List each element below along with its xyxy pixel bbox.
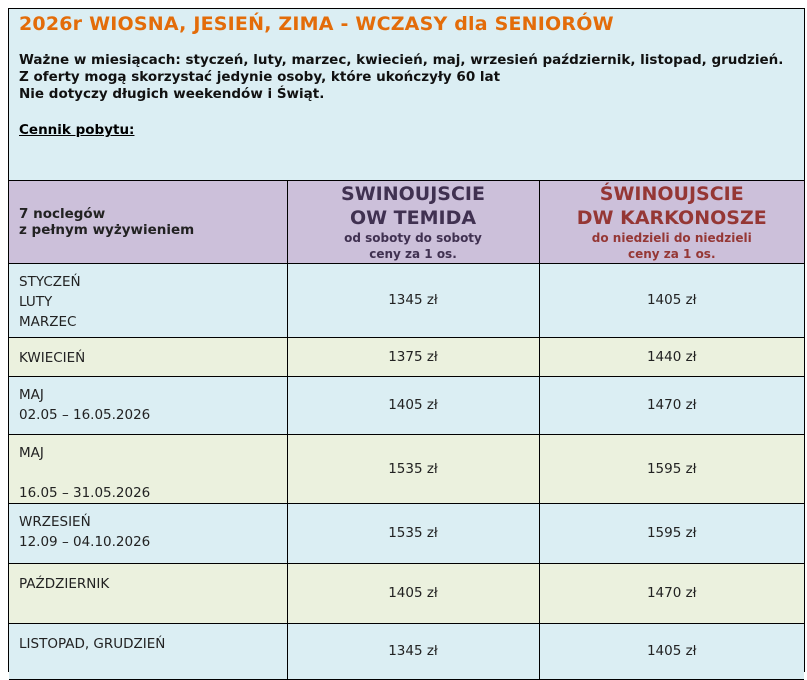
header-price-note: ceny za 1 os.	[627, 246, 716, 261]
header-karkonosze: ŚWINOUJSCIE DW KARKONOSZE do niedzieli d…	[538, 181, 804, 264]
period-line: STYCZEŃ	[19, 273, 81, 290]
price-list-label: Cennik pobytu:	[19, 122, 135, 138]
period-line: WRZESIEŃ	[19, 513, 91, 530]
price-temida: 1405 zł	[286, 562, 540, 624]
period-line: MARZEC	[19, 313, 77, 330]
table-row: PAŹDZIERNIK 1405 zł 1470 zł	[9, 562, 804, 624]
note-exclusions: Nie dotyczy długich weekendów i Świąt.	[19, 86, 325, 102]
table-row: MAJ 02.05 – 16.05.2026 1405 zł 1470 zł	[9, 375, 804, 435]
period-cell: LISTOPAD, GRUDZIEŃ	[9, 622, 288, 680]
price-karkonosze: 1470 zł	[538, 562, 804, 624]
period-cell: MAJ 16.05 – 31.05.2026	[9, 433, 288, 504]
price-karkonosze: 1440 zł	[538, 336, 804, 377]
period-line: LISTOPAD, GRUDZIEŃ	[19, 635, 166, 652]
header-stay-days: do niedzieli do niedzieli	[591, 230, 752, 245]
note-age: Z oferty mogą skorzystać jedynie osoby, …	[19, 69, 501, 85]
table-row: STYCZEŃ LUTY MARZEC 1345 zł 1405 zł	[9, 262, 804, 338]
price-karkonosze: 1595 zł	[538, 433, 804, 504]
header-price-note: ceny za 1 os.	[369, 246, 457, 261]
header-city: SWINOUJSCIE	[341, 182, 485, 205]
price-temida: 1535 zł	[286, 502, 540, 564]
price-karkonosze: 1595 zł	[538, 502, 804, 564]
price-karkonosze: 1405 zł	[538, 622, 804, 680]
price-table: 7 noclegów z pełnym wyżywieniem SWINOUJS…	[9, 181, 804, 680]
table-header: 7 noclegów z pełnym wyżywieniem SWINOUJS…	[9, 181, 804, 264]
table-row: KWIECIEŃ 1375 zł 1440 zł	[9, 336, 804, 377]
period-cell: STYCZEŃ LUTY MARZEC	[9, 262, 288, 338]
table-row: WRZESIEŃ 12.09 – 04.10.2026 1535 zł 1595 zł	[9, 502, 804, 564]
header-label-line: 7 noclegów	[19, 205, 106, 222]
period-line: PAŹDZIERNIK	[19, 575, 110, 592]
page-title: 2026r WIOSNA, JESIEŃ, ZIMA - WCZASY dla …	[19, 13, 614, 35]
period-line: 02.05 – 16.05.2026	[19, 406, 151, 423]
note-months: Ważne w miesiącach: styczeń, luty, marze…	[19, 52, 784, 68]
header-hotel: OW TEMIDA	[349, 206, 477, 229]
notes: Ważne w miesiącach: styczeń, luty, marze…	[19, 52, 794, 103]
price-karkonosze: 1405 zł	[538, 262, 804, 338]
period-line: LUTY	[19, 293, 53, 310]
period-cell: PAŹDZIERNIK	[9, 562, 288, 624]
table-row: LISTOPAD, GRUDZIEŃ 1345 zł 1405 zł	[9, 622, 804, 680]
period-line: KWIECIEŃ	[19, 349, 86, 366]
price-temida: 1535 zł	[286, 433, 540, 504]
period-line: MAJ	[19, 386, 44, 403]
price-temida: 1345 zł	[286, 622, 540, 680]
header-label-line: z pełnym wyżywieniem	[19, 221, 195, 238]
price-temida: 1375 zł	[286, 336, 540, 377]
header-stay-label: 7 noclegów z pełnym wyżywieniem	[9, 181, 288, 264]
period-line: 16.05 – 31.05.2026	[19, 484, 151, 501]
header-temida: SWINOUJSCIE OW TEMIDA od soboty do sobot…	[286, 181, 540, 264]
header-city: ŚWINOUJSCIE	[599, 182, 744, 205]
price-temida: 1405 zł	[286, 375, 540, 435]
period-cell: MAJ 02.05 – 16.05.2026	[9, 375, 288, 435]
period-cell: KWIECIEŃ	[9, 336, 288, 377]
price-temida: 1345 zł	[286, 262, 540, 338]
price-document: 2026r WIOSNA, JESIEŃ, ZIMA - WCZASY dla …	[8, 8, 805, 680]
period-line	[19, 463, 277, 483]
header-hotel: DW KARKONOSZE	[576, 206, 767, 229]
table-row: MAJ 16.05 – 31.05.2026 1535 zł 1595 zł	[9, 433, 804, 504]
intro-section: 2026r WIOSNA, JESIEŃ, ZIMA - WCZASY dla …	[9, 9, 804, 181]
price-karkonosze: 1470 zł	[538, 375, 804, 435]
period-line: MAJ	[19, 444, 44, 461]
period-cell: WRZESIEŃ 12.09 – 04.10.2026	[9, 502, 288, 564]
header-stay-days: od soboty do soboty	[344, 230, 482, 245]
period-line: 12.09 – 04.10.2026	[19, 533, 151, 550]
